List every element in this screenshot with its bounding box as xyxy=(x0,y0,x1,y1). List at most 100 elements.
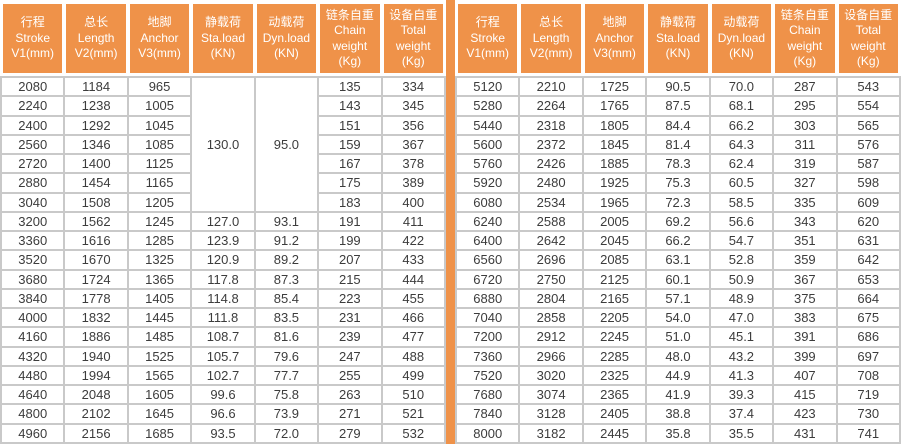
column-header-line: weight xyxy=(395,38,431,53)
table-row: 6080 2534 1965 72.3 58.5 335 609 xyxy=(454,191,901,213)
table-cell: 207 xyxy=(317,249,383,271)
column-header-line: 静载荷 xyxy=(204,15,241,30)
table-cell: 111.8 xyxy=(190,306,256,329)
column-header-line: 链条自重 xyxy=(780,7,829,22)
table-cell: 3680 xyxy=(0,268,66,290)
column-header-line: (Kg) xyxy=(793,53,817,68)
table-cell: 2210 xyxy=(518,75,584,98)
table-cell: 2102 xyxy=(63,403,129,425)
table-cell: 1670 xyxy=(63,249,129,271)
table-row: 4480 1994 1565 102.7 77.7 255 499 xyxy=(0,364,447,387)
table-cell: 1485 xyxy=(126,326,193,348)
table-cell: 78.3 xyxy=(645,152,711,175)
table-cell: 50.9 xyxy=(708,268,775,290)
column-header: 链条自重 Chain weight (Kg) xyxy=(320,4,380,73)
table-cell: 2912 xyxy=(518,326,584,348)
table-cell: 3840 xyxy=(0,287,66,310)
table-cell: 5120 xyxy=(454,75,521,98)
column-header-line: V2(mm) xyxy=(74,46,118,61)
table-cell: 488 xyxy=(380,345,447,367)
table-row: 7200 2912 2245 51.0 45.1 391 686 xyxy=(454,326,901,348)
table-cell: 89.2 xyxy=(253,249,320,271)
column-header-line: Stroke xyxy=(470,30,506,45)
table-cell: 3040 xyxy=(0,191,66,213)
table-cell: 102.7 xyxy=(190,364,256,387)
table-cell: 2696 xyxy=(518,249,584,271)
table-cell: 1005 xyxy=(126,95,193,117)
table-cell: 263 xyxy=(317,383,383,406)
table-cell: 5600 xyxy=(454,133,521,156)
table-cell: 576 xyxy=(835,133,901,156)
table-cell: 2858 xyxy=(518,306,584,329)
table-cell: 1562 xyxy=(63,210,129,233)
spec-table-left: 行程 Stroke V1(mm) 总长 Length V2(mm) 地脚 Anchor V3(m… xyxy=(0,0,447,444)
table-cell: 123.9 xyxy=(190,229,256,252)
column-header: 行程 Stroke V1(mm) xyxy=(458,4,518,73)
table-cell: 72.3 xyxy=(645,191,711,213)
table-cell: 35.8 xyxy=(645,422,711,444)
table-cell: 5440 xyxy=(454,114,521,136)
table-cell: 510 xyxy=(380,383,447,406)
table-cell: 70.0 xyxy=(708,75,775,98)
table-cell: 1805 xyxy=(581,114,648,136)
table-cell: 2080 xyxy=(0,75,66,98)
table-cell: 2400 xyxy=(0,114,66,136)
table-cell: 279 xyxy=(317,422,383,444)
table-cell: 1886 xyxy=(63,326,129,348)
column-header-line: V1(mm) xyxy=(11,46,55,61)
table-cell: 75.3 xyxy=(645,172,711,194)
table-cell: 72.0 xyxy=(253,422,320,444)
table-cell: 1405 xyxy=(126,287,193,310)
table-cell: 2125 xyxy=(581,268,648,290)
table-cell: 1940 xyxy=(63,345,129,367)
table-row: 2400 1292 1045 151 356 xyxy=(0,114,447,136)
table-row: 7040 2858 2205 54.0 47.0 383 675 xyxy=(454,306,901,329)
table-cell: 239 xyxy=(317,326,383,348)
column-header-line: V3(mm) xyxy=(138,46,181,61)
table-cell: 7840 xyxy=(454,403,521,425)
table-cell: 477 xyxy=(380,326,447,348)
table-cell: 444 xyxy=(380,268,447,290)
column-header-line: (Kg) xyxy=(401,53,425,68)
table-cell: 2365 xyxy=(581,383,648,406)
table-cell: 1765 xyxy=(581,95,648,117)
table-cell: 77.7 xyxy=(253,364,320,387)
table-cell: 62.4 xyxy=(708,152,775,175)
table-cell: 4640 xyxy=(0,383,66,406)
table-cell: 48.9 xyxy=(708,287,775,310)
table-cell: 51.0 xyxy=(645,326,711,348)
table-cell: 2045 xyxy=(581,229,648,252)
column-header-line: (KN) xyxy=(729,46,754,61)
table-cell: 543 xyxy=(835,75,901,98)
table-cell: 3020 xyxy=(518,364,584,387)
column-header: 链条自重 Chain weight (Kg) xyxy=(775,4,835,73)
table-cell: 411 xyxy=(380,210,447,233)
table-cell: 620 xyxy=(835,210,901,233)
table-cell: 399 xyxy=(772,345,838,367)
table-cell: 1125 xyxy=(126,152,193,175)
table-cell: 1925 xyxy=(581,172,648,194)
table-row: 5440 2318 1805 84.4 66.2 303 565 xyxy=(454,114,901,136)
table-cell: 2325 xyxy=(581,364,648,387)
column-header: 静载荷 Sta.load (KN) xyxy=(648,4,708,73)
table-cell: 1885 xyxy=(581,152,648,175)
table-body-left: 2080 1184 965 130.0 95.0 135 334 2240 1238 1005 14… xyxy=(0,75,447,444)
column-header-line: (Kg) xyxy=(338,53,362,68)
table-cell: 41.9 xyxy=(645,383,711,406)
table-cell: 1400 xyxy=(63,152,129,175)
column-header-line: Total xyxy=(855,23,881,38)
table-cell: 343 xyxy=(772,210,838,233)
column-header-line: Sta.load xyxy=(655,30,700,45)
table-cell: 1845 xyxy=(581,133,648,156)
column-header-line: weight xyxy=(850,38,886,53)
table-cell: 127.0 xyxy=(190,210,256,233)
table-cell: 741 xyxy=(835,422,901,444)
table-cell: 1778 xyxy=(63,287,129,310)
table-cell: 7360 xyxy=(454,345,521,367)
table-cell: 35.5 xyxy=(708,422,775,444)
table-cell: 2318 xyxy=(518,114,584,136)
column-header-line: weight xyxy=(787,38,823,53)
table-cell: 57.1 xyxy=(645,287,711,310)
column-header: 设备自重 Total weight (Kg) xyxy=(383,4,443,73)
